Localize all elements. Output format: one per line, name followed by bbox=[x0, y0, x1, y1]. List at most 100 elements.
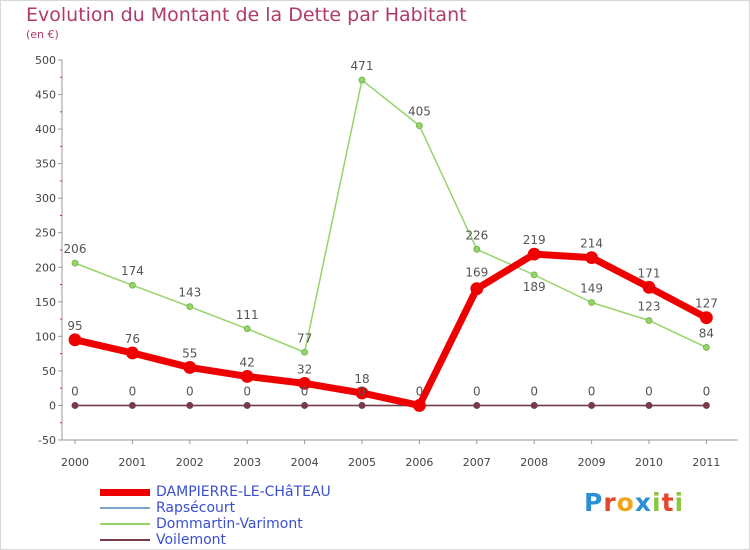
series-0-point-2011 bbox=[700, 311, 713, 325]
series-2-point-2011 bbox=[703, 344, 710, 351]
y-tick-label-400: 400 bbox=[35, 123, 56, 136]
series-line-0 bbox=[71, 250, 710, 409]
data-label: 0 bbox=[358, 384, 366, 398]
data-label: 0 bbox=[645, 384, 653, 398]
data-label: 76 bbox=[125, 332, 140, 346]
data-label: 0 bbox=[588, 384, 596, 398]
series-0-point-2002 bbox=[183, 361, 197, 374]
proxiti-logo: Proxiti bbox=[584, 488, 685, 517]
series-3-point-2009 bbox=[588, 402, 595, 409]
data-label: 18 bbox=[354, 372, 369, 386]
legend-swatch-dommartin bbox=[100, 523, 150, 525]
data-label: 0 bbox=[186, 384, 194, 398]
legend-label-dampierre: DAMPIERRE-LE-CHâTEAU bbox=[156, 484, 331, 500]
series-3-point-2008 bbox=[530, 402, 538, 409]
data-label: 42 bbox=[240, 355, 255, 369]
series-2-point-2009 bbox=[588, 299, 595, 306]
series-3-point-2000 bbox=[71, 402, 79, 409]
data-label: 111 bbox=[236, 308, 259, 322]
data-label: 0 bbox=[243, 384, 251, 398]
y-tick-label-300: 300 bbox=[35, 192, 56, 205]
series-2-point-2003 bbox=[243, 325, 251, 333]
x-tick-label-2010: 2010 bbox=[635, 456, 663, 469]
series-2-point-2008 bbox=[530, 271, 538, 279]
y-tick-label-250: 250 bbox=[35, 227, 56, 240]
y-tick-label-500: 500 bbox=[35, 54, 56, 67]
x-tick-label-2009: 2009 bbox=[578, 456, 606, 469]
data-label: 0 bbox=[301, 384, 309, 398]
x-tick-label-2000: 2000 bbox=[61, 456, 89, 469]
series-0-point-2001 bbox=[125, 346, 139, 360]
data-label: 0 bbox=[129, 384, 137, 398]
series-3-point-2011 bbox=[703, 402, 710, 409]
x-tick-label-2003: 2003 bbox=[233, 456, 261, 469]
series-2-point-2007 bbox=[473, 245, 481, 253]
data-label: 77 bbox=[297, 331, 312, 345]
x-tick-label-2001: 2001 bbox=[118, 456, 146, 469]
data-label: 169 bbox=[465, 266, 488, 280]
y-tick-label-150: 150 bbox=[35, 296, 56, 309]
data-label: 189 bbox=[523, 280, 546, 294]
y-tick-label-0: 0 bbox=[49, 399, 56, 412]
series-0-point-2003 bbox=[240, 370, 254, 383]
x-tick-label-2011: 2011 bbox=[692, 456, 720, 469]
data-label: 0 bbox=[473, 384, 481, 398]
data-label: 471 bbox=[351, 59, 374, 73]
y-tick-label-350: 350 bbox=[35, 158, 56, 171]
data-label: 0 bbox=[703, 384, 711, 398]
series-2-point-2010 bbox=[645, 317, 653, 324]
series-line-2 bbox=[74, 79, 708, 354]
data-label: 174 bbox=[121, 264, 144, 278]
series-3-point-2001 bbox=[128, 402, 136, 409]
x-tick-label-2007: 2007 bbox=[463, 456, 491, 469]
x-tick-label-2008: 2008 bbox=[520, 456, 548, 469]
data-label: 143 bbox=[178, 286, 201, 300]
x-tick-label-2005: 2005 bbox=[348, 456, 376, 469]
legend-swatch-dampierre bbox=[100, 489, 150, 496]
data-label: 32 bbox=[297, 362, 312, 376]
data-label: 0 bbox=[530, 384, 538, 398]
series-0-point-2010 bbox=[642, 280, 656, 294]
series-0-point-2009 bbox=[585, 251, 598, 265]
data-label: 405 bbox=[408, 105, 431, 119]
series-3-point-2010 bbox=[645, 402, 653, 409]
series-2-point-2000 bbox=[71, 259, 79, 267]
series-3-point-2003 bbox=[243, 402, 251, 409]
series-0-point-2005 bbox=[355, 386, 369, 400]
legend-label-voilemont: Voilemont bbox=[156, 532, 227, 548]
series-2-point-2004 bbox=[301, 348, 309, 356]
series-2-point-2006 bbox=[415, 122, 423, 130]
data-label: 171 bbox=[638, 266, 661, 280]
data-label: 0 bbox=[416, 384, 424, 398]
series-0-point-2004 bbox=[298, 376, 312, 390]
series-3-point-2002 bbox=[186, 402, 194, 409]
legend-swatch-rapsecourt bbox=[100, 507, 150, 509]
x-tick-label-2006: 2006 bbox=[405, 456, 433, 469]
series-2-point-2005 bbox=[358, 76, 366, 84]
y-tick-label-50: 50 bbox=[42, 365, 56, 378]
data-label: 149 bbox=[580, 282, 603, 296]
legend-swatch-voilemont bbox=[100, 539, 150, 541]
series-2-point-2001 bbox=[128, 281, 136, 289]
series-3-point-2004 bbox=[301, 402, 309, 409]
chart-title: Evolution du Montant de la Dette par Hab… bbox=[26, 4, 467, 26]
data-label: 123 bbox=[638, 299, 661, 313]
y-tick-label-100: 100 bbox=[35, 330, 56, 343]
data-label: 206 bbox=[64, 242, 87, 256]
series-0-point-2000 bbox=[68, 333, 82, 347]
series-0-point-2007 bbox=[470, 282, 484, 296]
legend-label-dommartin: Dommartin-Varimont bbox=[156, 516, 303, 532]
y-tick-label-450: 450 bbox=[35, 89, 56, 102]
data-label: 226 bbox=[465, 228, 488, 242]
x-tick-label-2002: 2002 bbox=[176, 456, 204, 469]
series-2-point-2002 bbox=[186, 303, 194, 311]
chart-unit: (en €) bbox=[26, 28, 59, 41]
y-tick-label-200: 200 bbox=[35, 261, 56, 274]
data-label: 0 bbox=[71, 384, 79, 398]
data-label: 127 bbox=[695, 297, 718, 311]
data-label: 84 bbox=[699, 326, 714, 340]
data-label: 214 bbox=[580, 237, 603, 251]
series-0-point-2008 bbox=[527, 247, 541, 261]
legend-label-rapsecourt: Rapsécourt bbox=[156, 500, 236, 516]
